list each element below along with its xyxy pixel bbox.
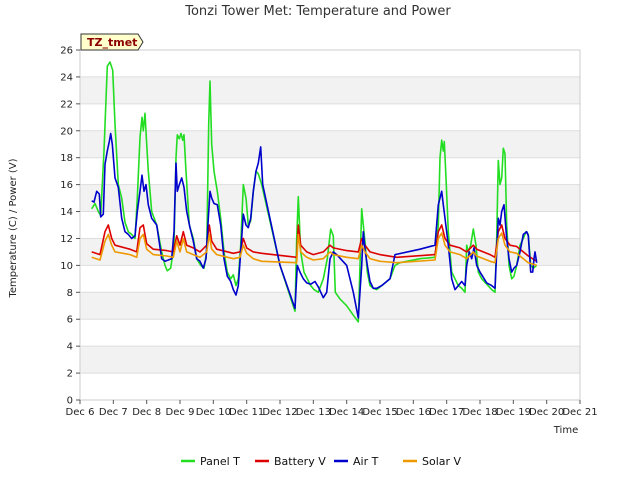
x-tick-label: Dec 20 (529, 407, 564, 418)
x-tick-label: Dec 16 (396, 407, 431, 418)
x-tick-label: Dec 8 (132, 407, 161, 418)
y-tick-label: 16 (60, 180, 73, 191)
plot-band (80, 76, 580, 104)
y-tick-label: 14 (60, 207, 73, 218)
x-tick-label: Dec 17 (429, 407, 464, 418)
y-tick-label: 10 (60, 261, 73, 272)
y-tick-label: 4 (67, 342, 73, 353)
plot-frame (79, 49, 581, 401)
legend-label-air-t: Air T (353, 455, 379, 468)
tag-label: TZ_tmet (87, 36, 137, 49)
plot-bands (80, 76, 580, 374)
x-tick-label: Dec 13 (296, 407, 331, 418)
series-line-battery-v (91, 224, 538, 262)
y-tick-label: 6 (67, 315, 73, 326)
x-tick-label: Dec 7 (99, 407, 128, 418)
tag-box: TZ_tmet (80, 33, 144, 51)
x-tick-label: Dec 14 (329, 407, 364, 418)
y-tick-label: 22 (60, 99, 73, 110)
legend: Panel T Battery V Air T Solar V (181, 455, 462, 468)
plot-band (80, 346, 580, 374)
legend-label-solar-v: Solar V (422, 455, 462, 468)
x-axis-label: Time (553, 425, 578, 436)
legend-label-panel-t: Panel T (200, 455, 240, 468)
x-tick-label: Dec 10 (196, 407, 231, 418)
legend-label-battery-v: Battery V (274, 455, 326, 468)
y-tick-label: 18 (60, 153, 73, 164)
y-axis-label: Temperature (C) / Power (V) (8, 158, 19, 298)
y-tick-label: 2 (67, 369, 73, 380)
tag-box-shape (80, 33, 144, 51)
plot-band (80, 130, 580, 158)
x-tick-label: Dec 21 (562, 407, 597, 418)
x-tick-label: Dec 6 (66, 407, 95, 418)
chart-title: Tonzi Tower Met: Temperature and Power (184, 4, 451, 19)
x-tick-label: Dec 9 (166, 407, 195, 418)
y-tick-label: 8 (67, 288, 73, 299)
x-tick-label: Dec 18 (462, 407, 497, 418)
series-line-solar-v (91, 232, 537, 267)
x-tick-label: Dec 19 (496, 407, 531, 418)
y-tick-label: 0 (67, 396, 73, 407)
y-tick-label: 20 (60, 126, 73, 137)
plot-band (80, 292, 580, 320)
series-line-air-t (91, 132, 538, 319)
x-tick-label: Dec 11 (229, 407, 264, 418)
x-tick-label: Dec 15 (362, 407, 397, 418)
x-tick-label: Dec 12 (262, 407, 297, 418)
y-tick-label: 24 (60, 72, 73, 83)
y-tick-label: 26 (60, 46, 73, 57)
series-layer (91, 61, 538, 323)
y-tick-label: 12 (60, 234, 73, 245)
